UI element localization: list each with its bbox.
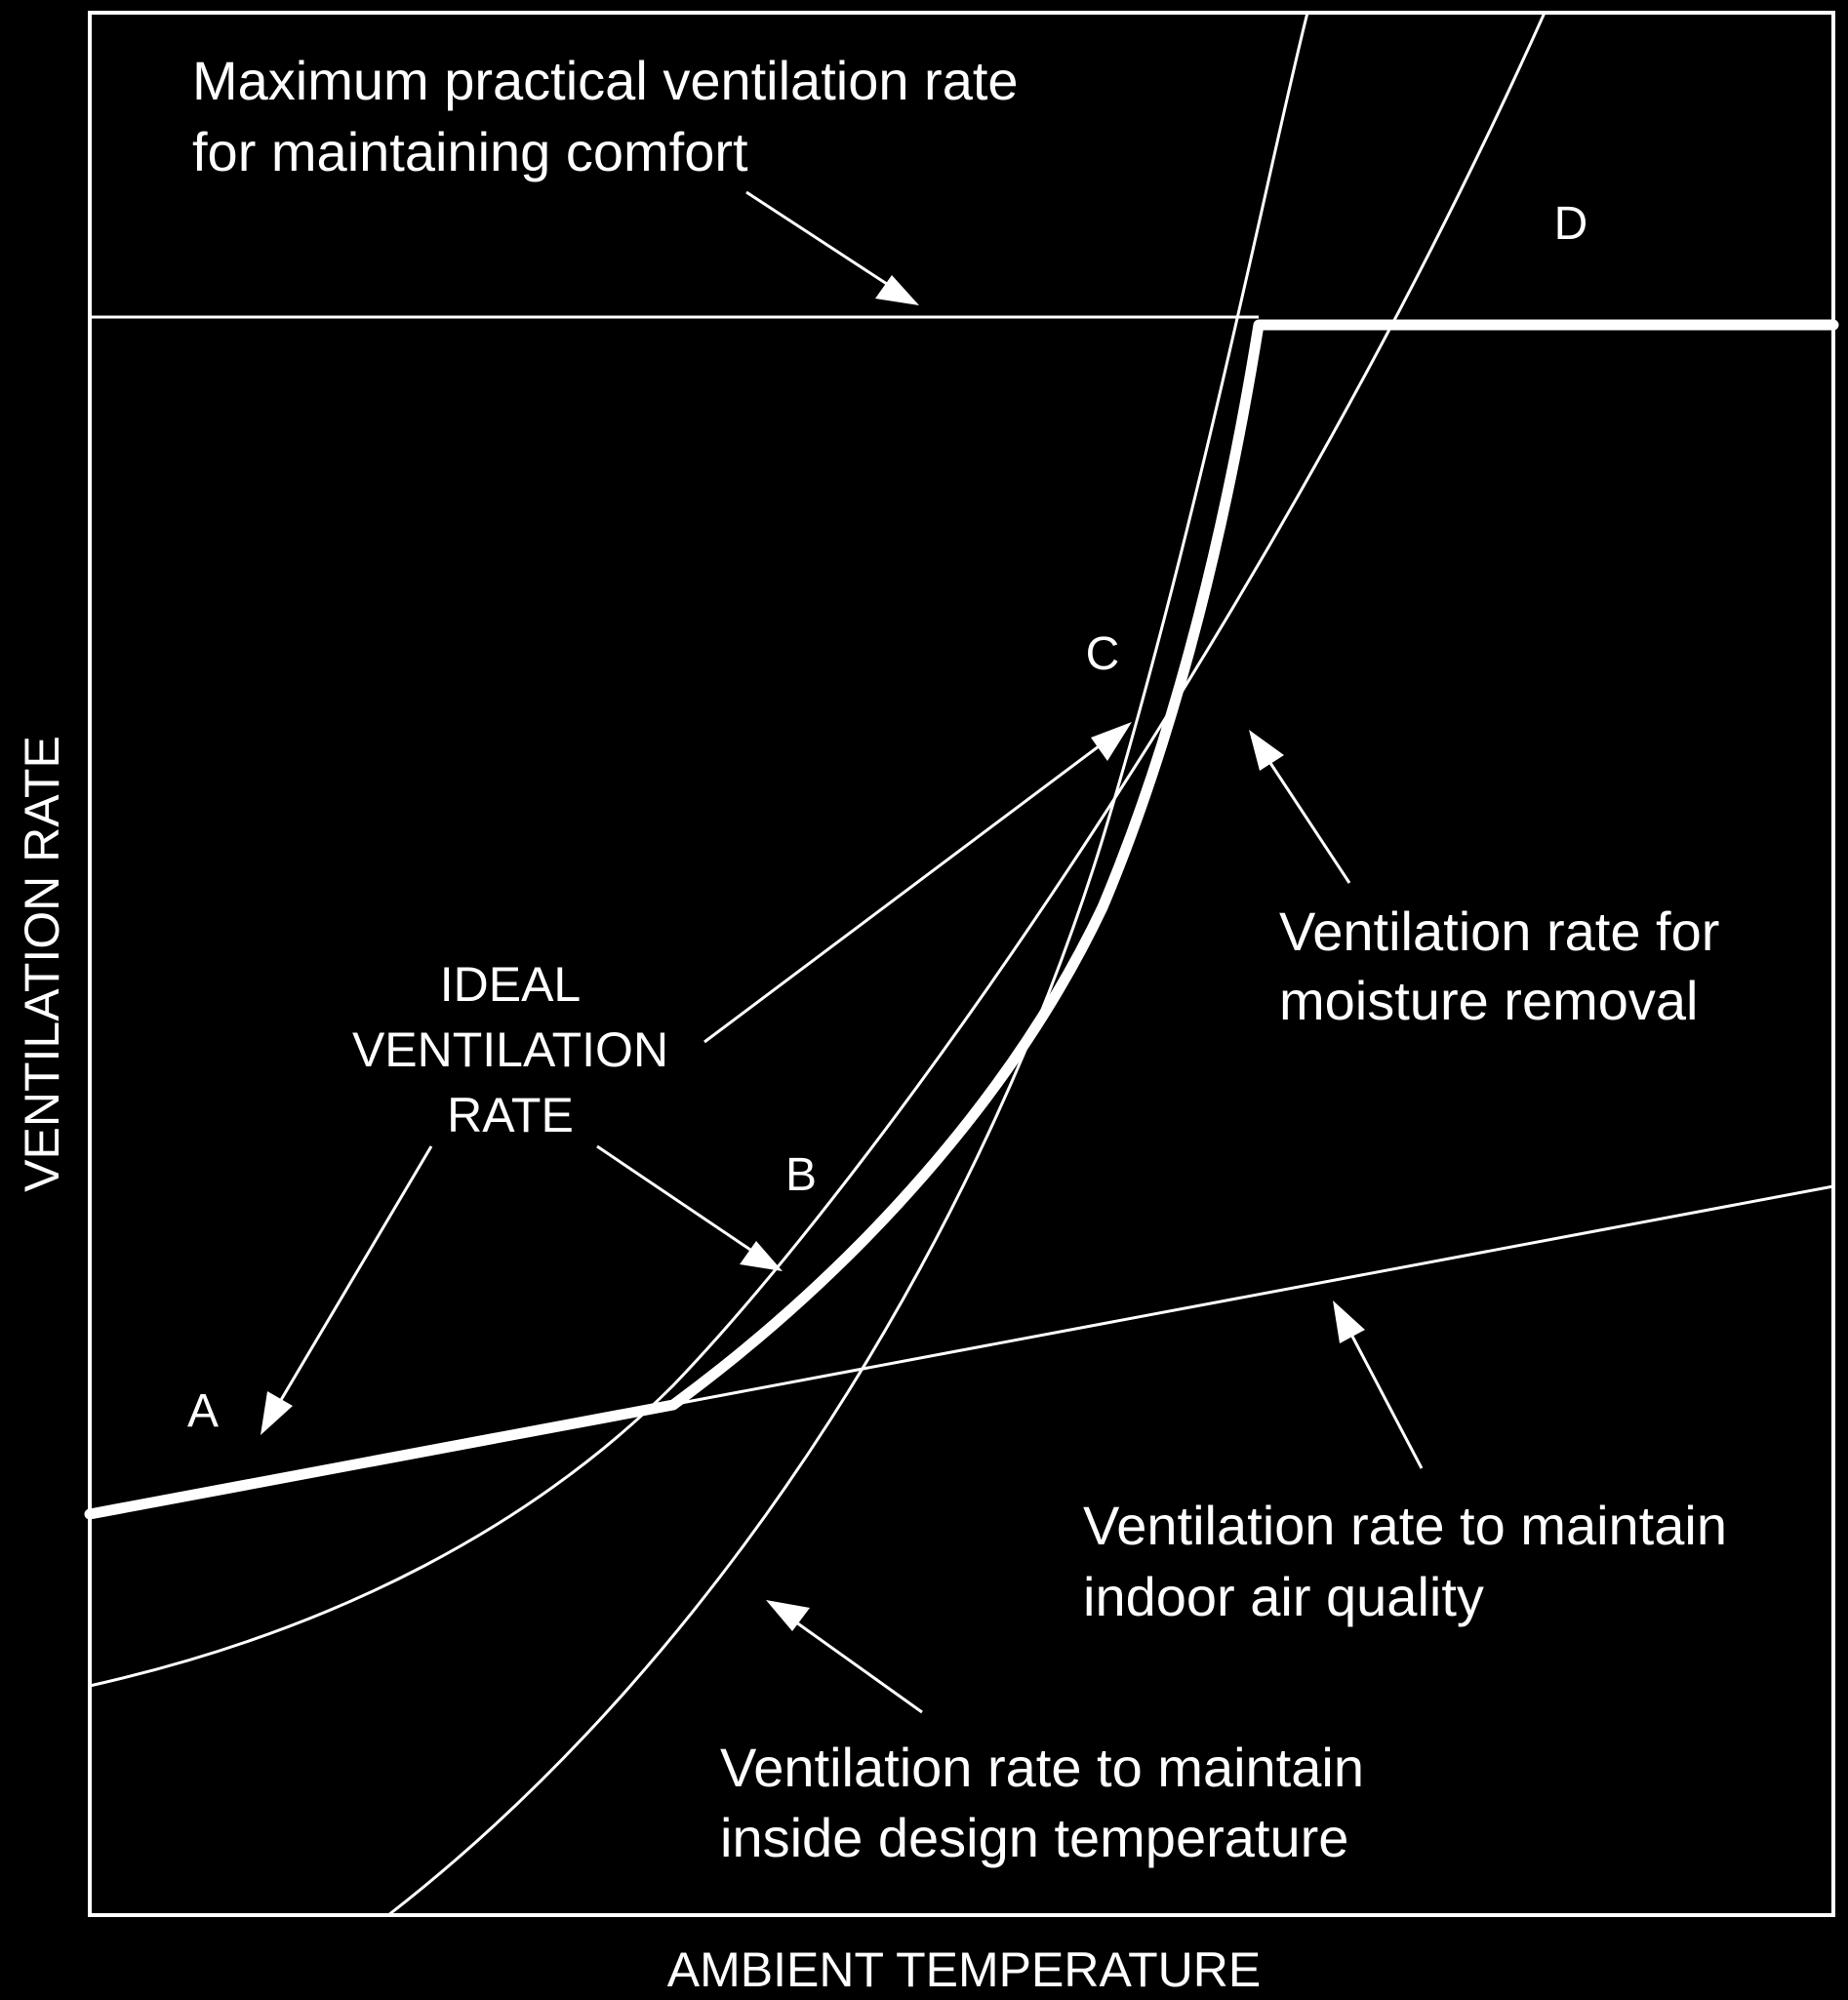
x-axis-label: AMBIENT TEMPERATURE xyxy=(667,1942,1261,1997)
point-c-label: C xyxy=(1086,628,1120,680)
moisture-removal-curve xyxy=(88,11,1547,1688)
temperature-label-line2: inside design temperature xyxy=(720,1807,1348,1868)
moisture-label-line1: Ventilation rate for xyxy=(1279,900,1719,962)
point-d-label: D xyxy=(1554,198,1588,250)
ideal-label-line2: VENTILATION xyxy=(352,1022,668,1077)
air-quality-label-line1: Ventilation rate to maintain xyxy=(1083,1495,1727,1556)
arrow-design-temperature xyxy=(766,1600,923,1714)
plot-frame xyxy=(88,11,1835,1917)
arrow-max-practical xyxy=(745,190,919,305)
design-temperature-curve xyxy=(386,11,1309,1917)
y-axis-label: VENTILATION RATE xyxy=(15,736,69,1192)
arrow-ideal-to-c xyxy=(703,722,1132,1044)
arrow-ideal-to-a xyxy=(261,1145,433,1435)
air-quality-label-line2: indoor air quality xyxy=(1083,1566,1484,1627)
temperature-label-line1: Ventilation rate to maintain xyxy=(720,1737,1364,1798)
max-practical-label-line1: Maximum practical ventilation rate xyxy=(192,50,1019,111)
point-b-label: B xyxy=(785,1149,817,1201)
arrow-moisture xyxy=(1249,730,1351,884)
arrow-air-quality xyxy=(1333,1300,1424,1469)
arrow-ideal-to-b xyxy=(596,1144,783,1271)
moisture-label-line2: moisture removal xyxy=(1279,970,1698,1031)
point-a-label: A xyxy=(187,1385,219,1437)
ideal-label-line1: IDEAL xyxy=(440,957,582,1012)
ideal-ventilation-curve xyxy=(84,319,1839,1520)
ideal-label-line3: RATE xyxy=(447,1088,574,1142)
max-practical-label-line2: for maintaining comfort xyxy=(192,121,748,182)
